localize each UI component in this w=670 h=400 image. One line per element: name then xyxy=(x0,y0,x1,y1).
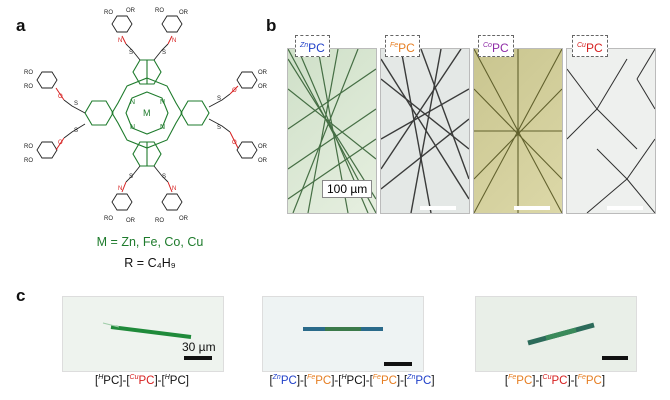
micrograph-cupc xyxy=(566,48,656,214)
or-label: OR xyxy=(258,84,268,90)
crystal-label-2: [ZnPC]-[FePC]-[HPC]-[FePC]-[ZnPC] xyxy=(232,374,472,387)
or-label: OR xyxy=(126,8,136,14)
crystal-rod xyxy=(527,322,595,346)
block-segment: [CuPC] xyxy=(539,374,571,387)
block-segment: [HPC] xyxy=(95,374,123,387)
scale-bar xyxy=(420,206,456,210)
sulfur-label: S xyxy=(162,50,166,56)
ro-label: RO xyxy=(24,144,33,150)
ro-label: RO xyxy=(104,216,113,222)
fiber-texture xyxy=(474,49,562,213)
crystal-rod xyxy=(102,322,192,339)
amide-o-label: O xyxy=(58,94,63,100)
scale-label-b: 100 µm xyxy=(322,180,373,198)
or-label: OR xyxy=(126,218,136,224)
crystal-label-1: [HPC]-[CuPC]-[HPC] xyxy=(32,374,252,387)
separator: - xyxy=(122,374,127,387)
n-label: N xyxy=(160,124,165,131)
metal-legend: M = Zn, Fe, Co, Cu xyxy=(96,235,204,249)
metal-center-label: M xyxy=(143,108,151,118)
crystal-image-2 xyxy=(262,296,424,372)
crystal-rod xyxy=(303,327,383,331)
n-label: N xyxy=(160,99,165,106)
micrograph-copc xyxy=(473,48,563,214)
separator: - xyxy=(570,374,575,387)
block-segment: [HPC] xyxy=(161,374,189,387)
ro-label: RO xyxy=(24,84,33,90)
or-label: OR xyxy=(179,216,189,222)
sulfur-label: S xyxy=(129,174,133,180)
separator: - xyxy=(334,374,339,387)
sulfur-label: S xyxy=(129,50,133,56)
block-segment: [FePC] xyxy=(504,374,536,387)
block-segment: [FePC] xyxy=(369,374,401,387)
amide-o-label: O xyxy=(232,88,237,94)
label-copc: CoPC xyxy=(478,35,514,57)
ro-label: RO xyxy=(24,158,33,164)
block-segment: [HPC] xyxy=(338,374,366,387)
panel-letter-b: b xyxy=(266,16,277,35)
n-label: N xyxy=(130,124,135,131)
or-label: OR xyxy=(258,144,268,150)
or-label: OR xyxy=(179,10,189,16)
scale-label-c: 30 µm xyxy=(182,340,216,354)
r-group-legend: R = C₄H₉ xyxy=(124,256,176,270)
label-fepc: FePC xyxy=(385,35,420,57)
sulfur-label: S xyxy=(74,128,78,134)
block-segment: [ZnPC] xyxy=(403,374,435,387)
block-segment: [ZnPC] xyxy=(269,374,301,387)
scale-bar xyxy=(514,206,550,210)
sulfur-label: S xyxy=(217,96,221,102)
block-segment: [FePC] xyxy=(574,374,606,387)
separator: - xyxy=(400,374,404,387)
crystal-image-1 xyxy=(62,296,224,372)
ro-label: RO xyxy=(155,218,164,224)
fiber-texture xyxy=(567,49,655,213)
sulfur-label: S xyxy=(162,174,166,180)
separator: - xyxy=(157,374,162,387)
amide-n-label: N xyxy=(172,38,176,44)
ro-label: RO xyxy=(155,8,164,14)
crystal-label-3: [FePC]-[CuPC]-[FePC] xyxy=(445,374,665,387)
amide-n-label: N xyxy=(118,38,122,44)
separator: - xyxy=(535,374,540,387)
phthalocyanine-structure: M N N N N N N N N O O O O xyxy=(24,8,268,224)
panel-letter-c: c xyxy=(16,286,26,305)
amide-o-label: O xyxy=(58,140,63,146)
or-label: OR xyxy=(258,70,268,76)
n-label: N xyxy=(130,99,135,106)
separator: - xyxy=(300,374,304,387)
scale-bar-c xyxy=(384,362,412,366)
block-segment: [CuPC] xyxy=(126,374,158,387)
crystal-image-3 xyxy=(475,296,637,372)
scale-bar-c xyxy=(184,356,212,360)
block-segment: [FePC] xyxy=(303,374,335,387)
amide-n-label: N xyxy=(118,186,122,192)
sulfur-label: S xyxy=(217,125,221,131)
fiber-texture xyxy=(381,49,469,213)
scale-bar xyxy=(607,206,643,210)
separator: - xyxy=(365,374,370,387)
ro-label: RO xyxy=(24,70,33,76)
amide-n-label: N xyxy=(172,186,176,192)
micrograph-fepc xyxy=(380,48,470,214)
or-label: OR xyxy=(258,158,268,164)
label-znpc: ZnPC xyxy=(295,35,330,57)
ro-label: RO xyxy=(104,10,113,16)
sulfur-label: S xyxy=(74,101,78,107)
label-cupc: CuPC xyxy=(572,35,608,57)
amide-o-label: O xyxy=(232,140,237,146)
panel-letter-a: a xyxy=(16,16,26,35)
scale-bar-c xyxy=(602,356,628,360)
